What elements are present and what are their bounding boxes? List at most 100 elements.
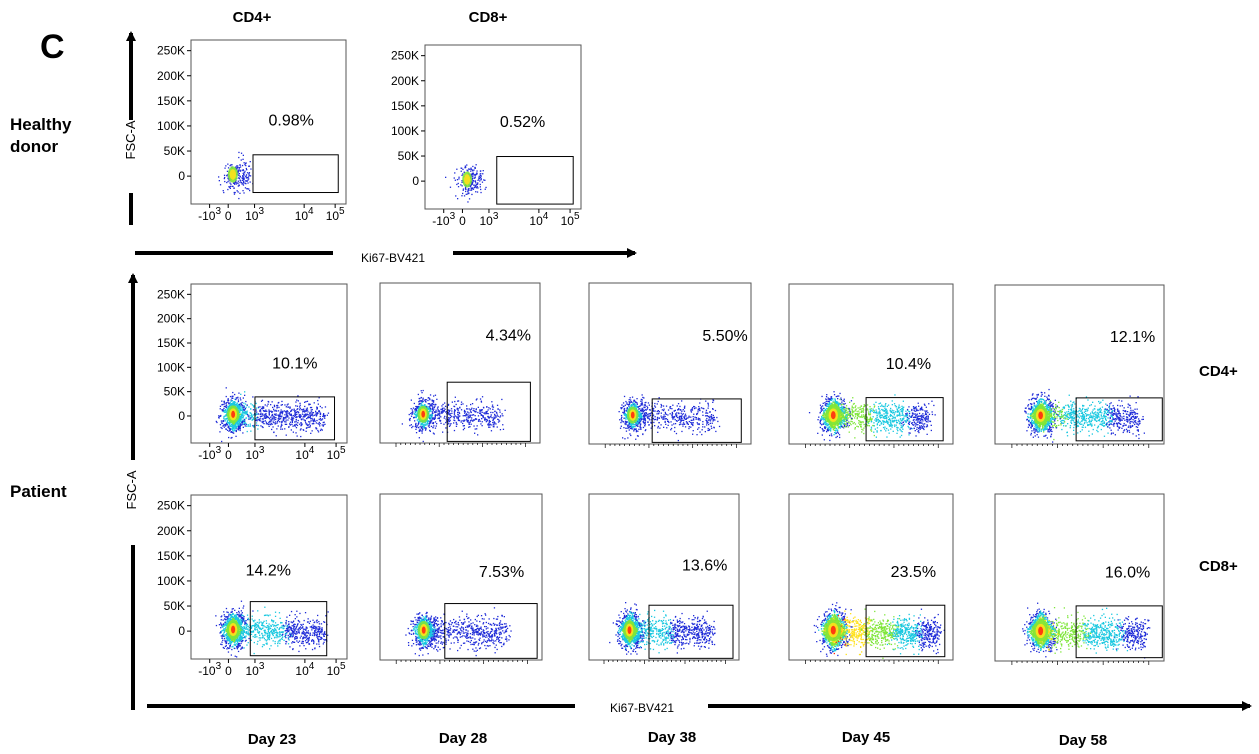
event-point xyxy=(699,431,700,432)
event-point xyxy=(250,424,251,425)
event-point xyxy=(226,396,227,397)
event-point xyxy=(234,194,235,195)
event-point xyxy=(657,419,658,420)
event-point xyxy=(279,414,280,415)
event-point xyxy=(248,166,249,167)
event-point xyxy=(469,426,470,427)
event-point xyxy=(708,405,709,406)
event-point xyxy=(321,429,322,430)
event-point xyxy=(671,428,672,429)
event-point xyxy=(885,430,886,431)
event-point xyxy=(411,408,412,409)
event-point xyxy=(456,404,457,405)
event-point xyxy=(448,412,449,413)
event-point xyxy=(227,406,228,407)
event-point xyxy=(274,414,275,415)
event-point xyxy=(924,418,925,419)
event-point xyxy=(278,418,279,419)
event-point xyxy=(634,400,635,401)
event-point xyxy=(224,406,225,407)
event-point xyxy=(411,424,412,425)
event-point xyxy=(636,398,637,399)
event-point xyxy=(477,186,478,187)
event-point xyxy=(640,429,641,430)
event-point xyxy=(639,422,640,423)
event-point xyxy=(855,413,856,414)
event-point xyxy=(694,408,695,409)
event-point xyxy=(223,401,224,402)
event-point xyxy=(415,411,416,412)
event-point xyxy=(297,422,298,423)
event-point xyxy=(415,408,416,409)
row-right-label-cd4: CD4+ xyxy=(1199,363,1238,380)
event-point xyxy=(242,413,243,414)
event-point xyxy=(244,424,245,425)
event-point xyxy=(653,411,654,412)
event-point xyxy=(260,411,261,412)
event-point xyxy=(289,423,290,424)
event-point xyxy=(272,426,273,427)
event-point xyxy=(858,422,859,423)
event-point xyxy=(272,417,273,418)
event-point xyxy=(838,395,839,396)
event-point xyxy=(223,425,224,426)
event-point xyxy=(469,198,470,199)
event-point xyxy=(824,402,825,403)
event-point xyxy=(696,434,697,435)
event-point xyxy=(855,427,856,428)
event-point xyxy=(864,424,865,425)
event-point xyxy=(237,402,238,403)
x-tick-label: 0 xyxy=(225,209,232,223)
event-point xyxy=(259,420,260,421)
event-point xyxy=(243,413,244,414)
event-point xyxy=(875,429,876,430)
event-point xyxy=(663,409,664,410)
event-point xyxy=(692,425,693,426)
event-point xyxy=(418,401,419,402)
event-point xyxy=(484,413,485,414)
event-point xyxy=(230,164,231,165)
event-point xyxy=(304,410,305,411)
event-point xyxy=(902,413,903,414)
event-point xyxy=(641,404,642,405)
event-point xyxy=(474,433,475,434)
event-point xyxy=(667,421,668,422)
event-point xyxy=(638,436,639,437)
event-point xyxy=(470,420,471,421)
event-point xyxy=(836,404,837,405)
event-point xyxy=(457,401,458,402)
event-point xyxy=(314,415,315,416)
event-point xyxy=(867,422,868,423)
event-point xyxy=(470,404,471,405)
event-point xyxy=(918,406,919,407)
event-point xyxy=(491,424,492,425)
event-point xyxy=(863,433,864,434)
event-point xyxy=(688,416,689,417)
event-point xyxy=(914,428,915,429)
event-point xyxy=(413,417,414,418)
event-point xyxy=(935,414,936,415)
event-point xyxy=(298,400,299,401)
event-point xyxy=(473,408,474,409)
event-point xyxy=(421,427,422,428)
event-point xyxy=(282,429,283,430)
event-point xyxy=(425,401,426,402)
event-point xyxy=(275,423,276,424)
event-point xyxy=(685,414,686,415)
event-point xyxy=(250,415,251,416)
event-point xyxy=(278,415,279,416)
flow-plot-panel: 10.4% xyxy=(789,284,953,448)
event-point xyxy=(266,411,267,412)
event-point xyxy=(829,401,830,402)
event-point xyxy=(708,404,709,405)
event-point xyxy=(858,407,859,408)
event-point xyxy=(655,416,656,417)
event-point xyxy=(227,181,228,182)
event-point xyxy=(482,173,483,174)
event-point xyxy=(852,407,853,408)
event-point xyxy=(431,406,432,407)
event-point xyxy=(249,175,250,176)
event-point xyxy=(315,411,316,412)
event-point xyxy=(448,420,449,421)
